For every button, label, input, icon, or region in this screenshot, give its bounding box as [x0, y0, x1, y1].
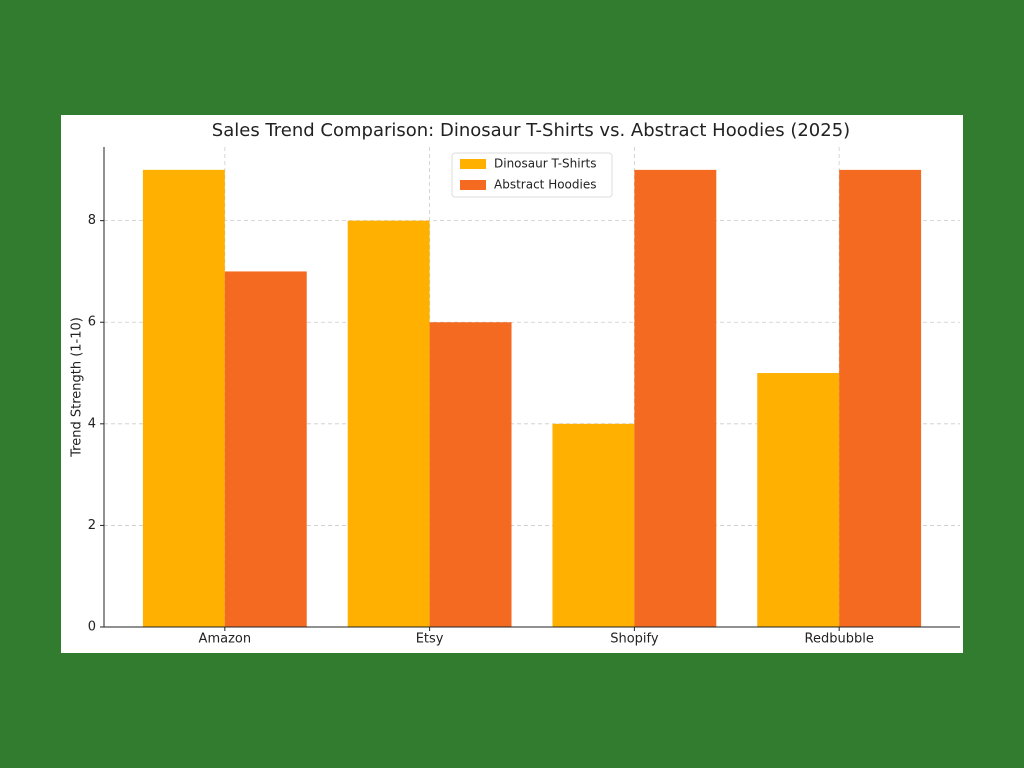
- x-tick-label: Amazon: [199, 632, 252, 647]
- bar: [429, 322, 512, 627]
- bar: [757, 373, 840, 627]
- legend: Dinosaur T-Shirts Abstract Hoodies: [451, 152, 613, 198]
- y-tick-label: 6: [88, 315, 96, 330]
- chart-title: Sales Trend Comparison: Dinosaur T-Shirt…: [212, 120, 850, 141]
- bar: [142, 169, 225, 627]
- bar: [552, 423, 635, 627]
- x-tick-label: Shopify: [610, 632, 659, 647]
- legend-label: Abstract Hoodies: [494, 178, 596, 192]
- y-axis-label: Trend Strength (1-10): [70, 317, 85, 458]
- legend-swatch: [460, 159, 486, 169]
- y-tick-label: 0: [88, 620, 96, 635]
- y-tick-label: 8: [88, 213, 96, 228]
- x-tick-label: Etsy: [416, 632, 444, 647]
- legend-label: Dinosaur T-Shirts: [494, 157, 597, 171]
- bar: [347, 220, 430, 627]
- bar: [634, 169, 717, 627]
- x-tick-label: Redbubble: [805, 632, 874, 647]
- y-tick-label: 4: [88, 416, 96, 431]
- legend-swatch: [460, 180, 486, 190]
- legend-box: [451, 152, 613, 198]
- y-tick-label: 2: [88, 518, 96, 533]
- bar: [224, 271, 307, 627]
- bar: [839, 169, 922, 627]
